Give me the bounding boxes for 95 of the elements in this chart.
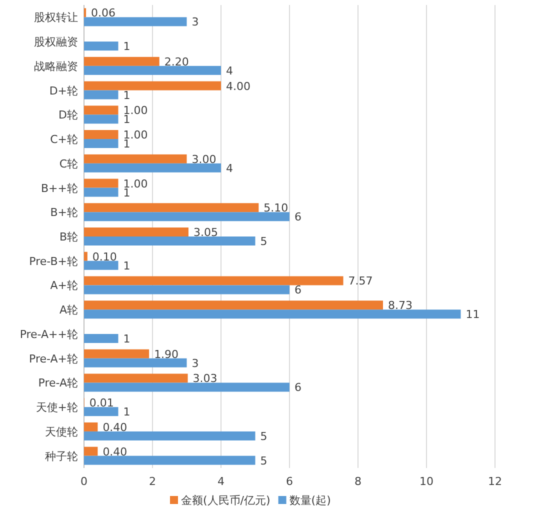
bar (84, 178, 118, 188)
data-label: 5.10 (264, 202, 288, 215)
y-tick-label: Pre-A++轮 (20, 328, 78, 341)
y-tick-label: 战略融资 (34, 60, 78, 73)
data-label: 1 (123, 406, 130, 419)
y-tick-label: B轮 (59, 230, 78, 244)
y-tick-label: 天使轮 (45, 425, 78, 438)
x-tick-label: 12 (488, 475, 502, 488)
data-label: 7.57 (348, 274, 373, 288)
bar (84, 236, 256, 246)
legend-label: 数量(起) (289, 494, 331, 507)
y-tick-label: B+轮 (50, 206, 78, 220)
data-label: 3 (192, 16, 199, 29)
data-label: 5 (260, 430, 268, 443)
data-label: 1.90 (154, 348, 179, 361)
data-label: 3.03 (192, 372, 218, 386)
bar (84, 422, 98, 432)
bar (84, 203, 259, 212)
data-label: 1 (123, 138, 130, 151)
data-label: 3.05 (193, 226, 218, 239)
y-tick-label: 天使+轮 (36, 401, 78, 414)
data-label: 0.40 (102, 420, 128, 434)
bar (84, 382, 290, 392)
data-label: 3 (192, 356, 199, 370)
bar (84, 66, 221, 75)
x-tick-label: 0 (80, 475, 88, 488)
bar (84, 163, 221, 172)
bar (84, 300, 384, 310)
data-label: 1 (123, 186, 130, 200)
bar (84, 56, 160, 66)
legend-label: 金额(人民币/亿元) (181, 494, 270, 507)
bar (84, 228, 188, 236)
bar (84, 431, 256, 440)
bar (84, 81, 221, 90)
bar (84, 456, 256, 465)
data-label: 5 (260, 454, 268, 468)
data-label: 1 (123, 259, 130, 272)
bar (84, 114, 118, 124)
data-label: 5 (260, 235, 268, 248)
y-tick-label: A+轮 (50, 279, 78, 292)
data-label: 11 (466, 308, 480, 322)
bar (84, 252, 88, 261)
data-label: 1 (123, 40, 130, 54)
data-label: 2.20 (164, 55, 189, 68)
x-tick-label: 6 (286, 475, 293, 488)
x-tick-label: 2 (149, 475, 156, 488)
data-label: 6 (294, 210, 302, 224)
bar (84, 130, 118, 140)
bar (84, 276, 344, 286)
data-label: 8.73 (388, 299, 413, 312)
bar (84, 188, 118, 197)
y-tick-label: Pre-A+轮 (29, 352, 78, 366)
data-label: 0.01 (89, 396, 114, 410)
data-label: 4 (226, 64, 233, 78)
data-label: 1 (123, 88, 130, 102)
bar (84, 139, 118, 148)
bar (84, 154, 187, 164)
data-label: 1 (123, 332, 130, 346)
bar (84, 285, 290, 294)
bar (84, 446, 98, 456)
bar (84, 260, 118, 270)
y-tick-label: Pre-A轮 (38, 376, 78, 390)
bar (84, 358, 187, 368)
data-label: 4 (226, 162, 233, 175)
x-tick-label: 8 (354, 475, 362, 488)
y-tick-label: 股权转让 (34, 11, 78, 24)
y-tick-label: B++轮 (41, 182, 78, 195)
data-label: 1 (123, 113, 130, 126)
bar (84, 212, 290, 222)
data-label: 6 (294, 381, 302, 394)
x-tick-label: 10 (420, 475, 434, 488)
y-tick-label: Pre-B+轮 (29, 254, 78, 268)
bar (84, 374, 188, 383)
data-label: 3.00 (192, 152, 216, 166)
data-label: 0.10 (92, 250, 117, 264)
data-label: 4.00 (226, 80, 250, 93)
bar (84, 407, 118, 416)
y-tick-label: A轮 (59, 304, 78, 317)
bar (84, 42, 118, 51)
bar (84, 90, 118, 100)
y-tick-label: C+轮 (50, 133, 78, 146)
data-label: 0.06 (91, 6, 116, 20)
data-label: 0.40 (102, 445, 128, 458)
y-tick-label: D+轮 (49, 84, 78, 98)
y-tick-label: D轮 (58, 108, 78, 122)
y-tick-label: 股权融资 (34, 36, 78, 49)
bar (84, 349, 150, 358)
y-tick-label: C轮 (59, 157, 78, 170)
bar (84, 310, 461, 319)
data-label: 6 (294, 284, 302, 297)
bar (84, 17, 187, 26)
bar (84, 334, 118, 343)
bar (84, 106, 118, 115)
x-tick-label: 4 (218, 475, 224, 488)
y-tick-label: 种子轮 (45, 450, 78, 463)
